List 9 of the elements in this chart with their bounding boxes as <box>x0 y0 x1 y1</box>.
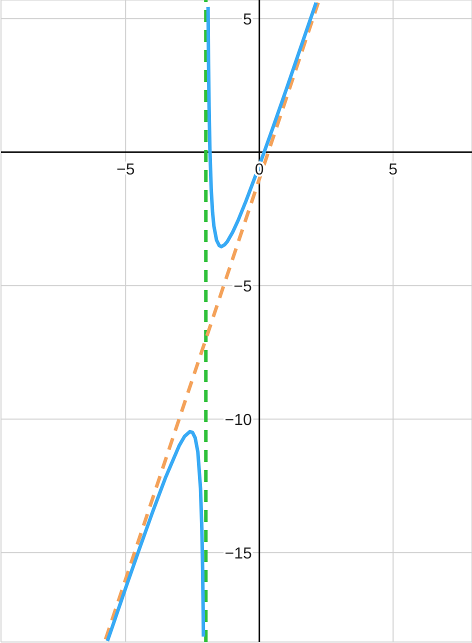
x-tick-label: −5 <box>116 161 135 178</box>
y-tick-label: −10 <box>224 412 252 430</box>
y-tick-label: −5 <box>234 278 252 296</box>
line-series <box>106 430 206 642</box>
line-series <box>206 0 318 248</box>
y-tick-label: −15 <box>224 546 252 563</box>
x-tick-label: 0 <box>254 161 264 178</box>
y-tick-label: 5 <box>243 12 252 29</box>
x-tick-label: 5 <box>388 161 398 178</box>
